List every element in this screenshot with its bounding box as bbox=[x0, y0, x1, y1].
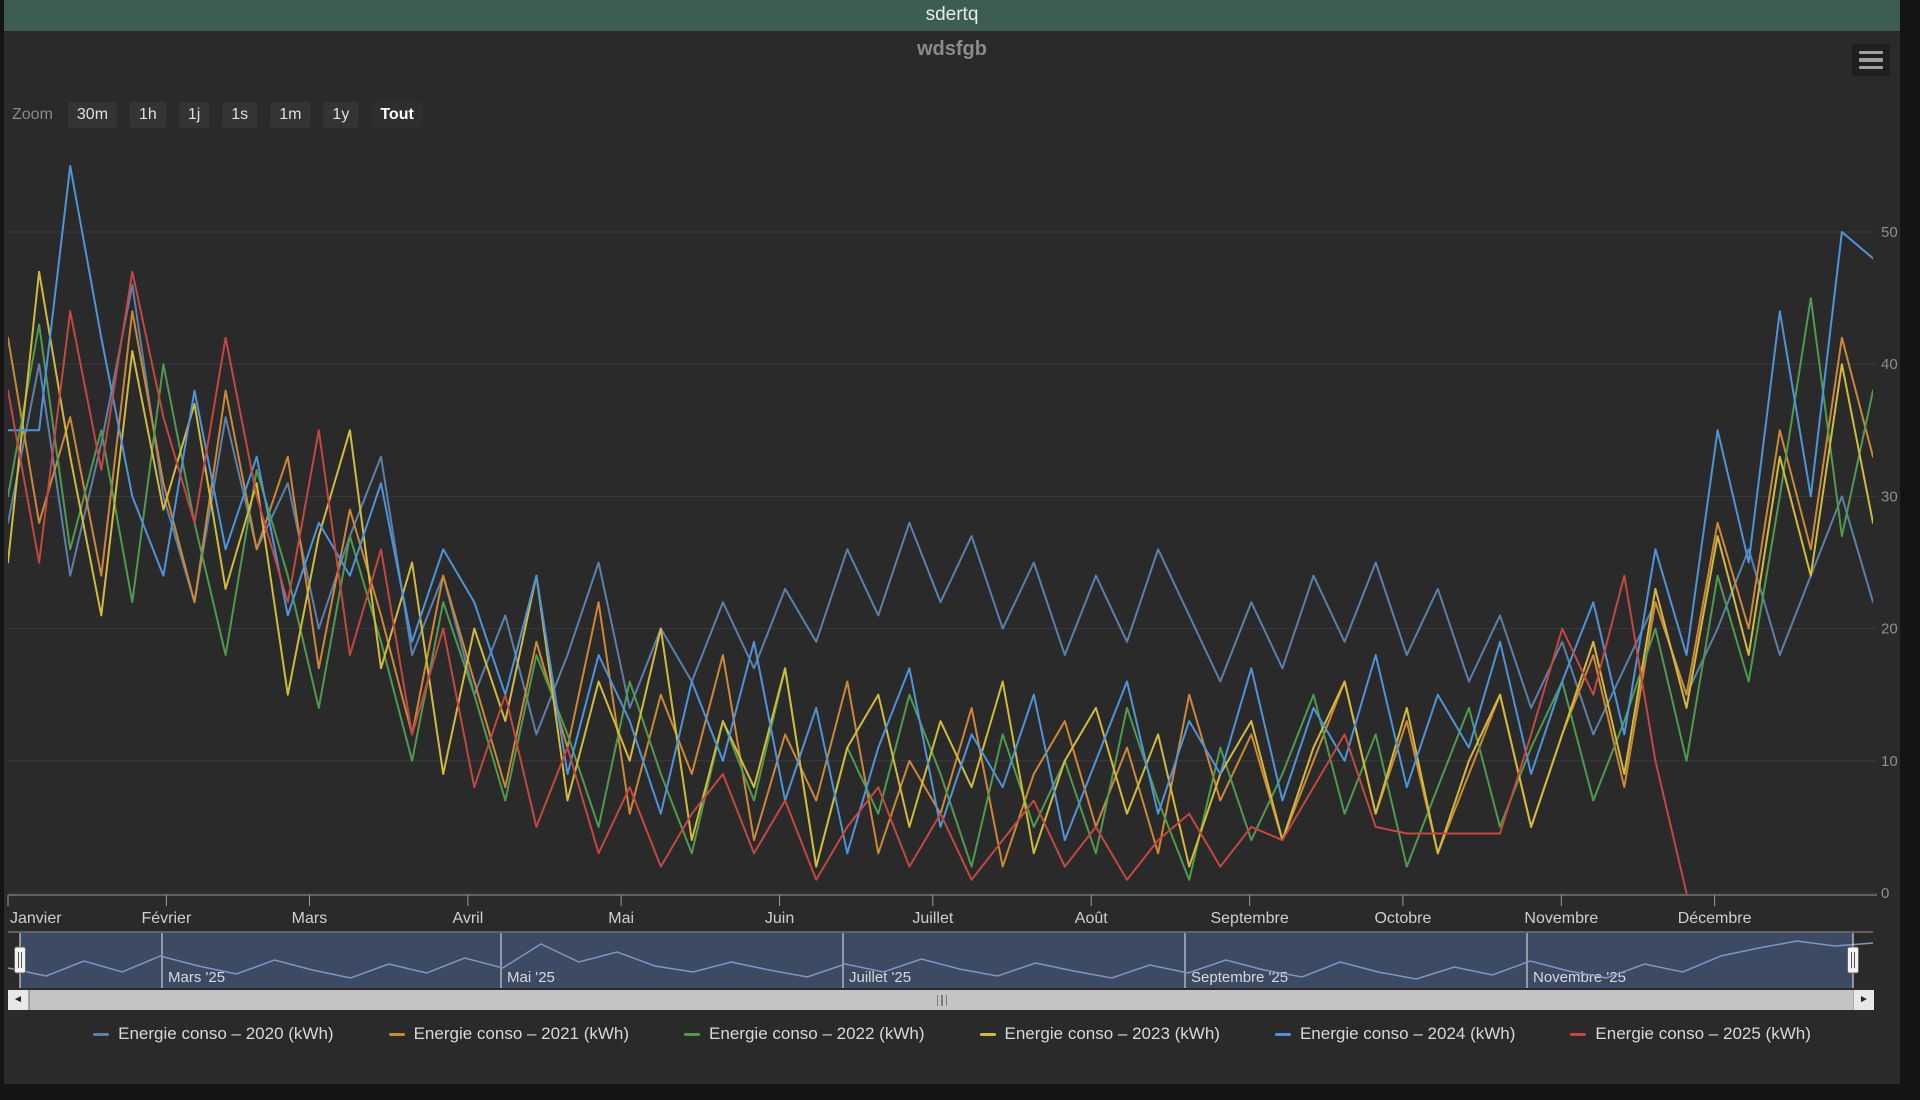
hamburger-bar bbox=[1859, 65, 1883, 70]
series-line-2024[interactable] bbox=[8, 164, 1873, 855]
legend-item-2023[interactable]: Energie conso – 2023 (kWh) bbox=[979, 1024, 1220, 1044]
range-button-1j[interactable]: 1j bbox=[178, 102, 210, 128]
y-axis-label: 10 bbox=[1881, 753, 1898, 770]
scrollbar-grip bbox=[945, 994, 948, 1006]
x-axis-label: Mai bbox=[608, 910, 634, 927]
x-axis-label: Octobre bbox=[1374, 910, 1431, 927]
x-axis-label: Novembre bbox=[1524, 910, 1598, 927]
legend-label: Energie conso – 2023 (kWh) bbox=[1004, 1024, 1220, 1043]
scrollbar-left-arrow-icon[interactable]: ◄ bbox=[8, 990, 29, 1010]
legend-label: Energie conso – 2025 (kWh) bbox=[1595, 1024, 1811, 1043]
y-axis-label: 50 bbox=[1881, 224, 1898, 241]
scrollbar-right-arrow-icon[interactable]: ► bbox=[1853, 990, 1874, 1010]
scrollbar-grip bbox=[941, 994, 943, 1006]
hamburger-bar bbox=[1859, 58, 1883, 62]
legend-label: Energie conso – 2022 (kWh) bbox=[709, 1024, 925, 1043]
range-button-1m[interactable]: 1m bbox=[270, 102, 311, 128]
range-button-1s[interactable]: 1s bbox=[222, 102, 258, 128]
y-axis-label: 20 bbox=[1881, 621, 1898, 638]
range-selector-label: Zoom bbox=[12, 105, 53, 123]
navigator-axis-label: Juillet '25 bbox=[849, 969, 911, 986]
x-axis-label: Août bbox=[1075, 910, 1108, 927]
scrollbar-thumb[interactable] bbox=[29, 990, 1855, 1010]
legend-label: Energie conso – 2020 (kWh) bbox=[118, 1024, 334, 1043]
legend-label: Energie conso – 2021 (kWh) bbox=[413, 1024, 630, 1043]
series-line-2023[interactable] bbox=[8, 270, 1873, 868]
navigator-axis-label: Mai '25 bbox=[507, 969, 555, 986]
range-button-tout[interactable]: Tout bbox=[371, 102, 423, 128]
series-line-2025[interactable] bbox=[8, 270, 1688, 894]
x-axis-label: Juillet bbox=[912, 910, 953, 927]
x-axis-label: Décembre bbox=[1678, 910, 1752, 927]
legend-item-2024[interactable]: Energie conso – 2024 (kWh) bbox=[1274, 1024, 1516, 1044]
x-axis-label: Février bbox=[142, 910, 192, 927]
x-axis-label: Mars bbox=[292, 910, 328, 927]
legend-label: Energie conso – 2024 (kWh) bbox=[1299, 1024, 1516, 1043]
x-axis-label: Avril bbox=[452, 910, 483, 927]
hamburger-bar bbox=[1859, 50, 1883, 55]
x-axis-label: Janvier bbox=[10, 910, 62, 927]
range-button-1h[interactable]: 1h bbox=[130, 102, 166, 128]
legend-item-2022[interactable]: Energie conso – 2022 (kWh) bbox=[684, 1024, 925, 1044]
hamburger-menu-icon[interactable] bbox=[1852, 44, 1890, 76]
series-line-2020[interactable] bbox=[8, 283, 1873, 736]
legend-marker-icon bbox=[684, 1032, 701, 1036]
y-axis-label: 0 bbox=[1881, 885, 1889, 902]
legend-item-2025[interactable]: Energie conso – 2025 (kWh) bbox=[1570, 1024, 1811, 1044]
x-axis-label: Juin bbox=[765, 910, 794, 927]
navigator-mask[interactable] bbox=[20, 933, 1853, 988]
navigator-axis-label: Novembre '25 bbox=[1533, 969, 1626, 986]
legend-item-2020[interactable]: Energie conso – 2020 (kWh) bbox=[93, 1024, 334, 1044]
series-line-2021[interactable] bbox=[8, 310, 1873, 868]
legend-item-2021[interactable]: Energie conso – 2021 (kWh) bbox=[388, 1024, 630, 1044]
scrollbar-grip bbox=[936, 994, 939, 1006]
navigator-axis-label: Mars '25 bbox=[168, 969, 225, 986]
y-axis-label: 40 bbox=[1881, 356, 1898, 373]
y-axis-label: 30 bbox=[1881, 488, 1898, 505]
navigator-axis-label: Septembre '25 bbox=[1191, 969, 1288, 986]
navigator-handle-left[interactable] bbox=[14, 946, 26, 974]
chart-container: sdertq wdsfgb Zoom 30m 1h 1j 1s 1m 1y Tout 0 10… bbox=[4, 0, 1900, 1084]
series-line-2022[interactable] bbox=[8, 297, 1873, 881]
horizontal-scrollbar[interactable]: ◄ ► bbox=[8, 990, 1874, 1010]
legend-marker-icon bbox=[1274, 1032, 1291, 1036]
legend-marker-icon bbox=[1570, 1032, 1587, 1036]
range-button-1y[interactable]: 1y bbox=[323, 102, 359, 128]
chart-title: sdertq bbox=[4, 0, 1900, 31]
navigator-series-line bbox=[7, 940, 1874, 980]
navigator-handle-right[interactable] bbox=[1847, 946, 1859, 974]
x-axis-label: Septembre bbox=[1210, 910, 1288, 927]
legend-marker-icon bbox=[388, 1032, 405, 1036]
range-button-30m[interactable]: 30m bbox=[67, 102, 118, 128]
chart-subtitle: wdsfgb bbox=[917, 38, 987, 60]
range-selector: Zoom 30m 1h 1j 1s 1m 1y Tout bbox=[12, 102, 423, 128]
legend-marker-icon bbox=[979, 1032, 996, 1036]
legend-marker-icon bbox=[93, 1032, 110, 1036]
chart-plot-area: 0 10 20 30 40 50 Janvier Février Mars Avril Mai Jui… bbox=[7, 164, 1898, 988]
legend: Energie conso – 2020 (kWh) Energie conso … bbox=[4, 1024, 1900, 1044]
